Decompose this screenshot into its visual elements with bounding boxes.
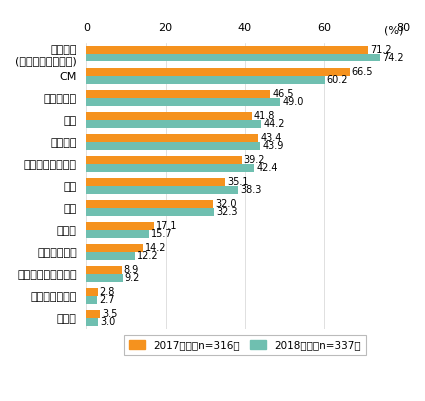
Text: 43.9: 43.9: [262, 141, 283, 151]
Bar: [86, 274, 123, 282]
Text: 12.2: 12.2: [137, 251, 159, 261]
Bar: [86, 134, 258, 142]
Bar: [86, 200, 213, 208]
Bar: [86, 244, 143, 252]
Bar: [86, 120, 261, 128]
Text: 60.2: 60.2: [326, 75, 348, 85]
Bar: [86, 142, 260, 150]
Text: 39.2: 39.2: [244, 155, 265, 165]
Text: 2.8: 2.8: [99, 287, 115, 297]
Bar: [86, 156, 241, 164]
Text: 46.5: 46.5: [272, 89, 294, 99]
Text: 8.9: 8.9: [124, 265, 139, 275]
Bar: [86, 54, 380, 61]
Text: 44.2: 44.2: [264, 119, 285, 129]
Bar: [86, 186, 238, 194]
Bar: [86, 230, 149, 238]
Bar: [86, 98, 280, 105]
Text: 66.5: 66.5: [351, 67, 373, 77]
Bar: [86, 68, 349, 76]
Text: 49.0: 49.0: [282, 97, 303, 107]
Text: 2.7: 2.7: [99, 295, 115, 305]
Bar: [86, 112, 252, 120]
Bar: [86, 222, 154, 230]
Text: 35.1: 35.1: [227, 177, 249, 187]
Bar: [86, 310, 100, 318]
Text: 38.3: 38.3: [240, 185, 261, 195]
Text: 32.3: 32.3: [216, 207, 238, 217]
Bar: [86, 266, 122, 274]
Bar: [86, 90, 270, 98]
Bar: [86, 164, 254, 172]
Text: 3.0: 3.0: [100, 317, 116, 327]
Bar: [86, 178, 225, 186]
Bar: [86, 296, 97, 304]
Bar: [86, 76, 325, 83]
Bar: [86, 288, 98, 296]
Text: 74.2: 74.2: [382, 53, 404, 63]
Bar: [86, 208, 214, 216]
Bar: [86, 318, 98, 326]
Text: 42.4: 42.4: [256, 163, 278, 173]
Text: 3.5: 3.5: [102, 309, 118, 319]
Text: 41.8: 41.8: [254, 111, 275, 121]
Text: 9.2: 9.2: [125, 273, 140, 283]
Text: 15.7: 15.7: [150, 229, 172, 239]
Bar: [86, 46, 368, 54]
Text: 32.0: 32.0: [215, 199, 237, 209]
Text: (%): (%): [384, 25, 403, 35]
Text: 17.1: 17.1: [156, 221, 178, 231]
Text: 14.2: 14.2: [144, 243, 166, 253]
Text: 71.2: 71.2: [370, 45, 392, 55]
Legend: 2017年度（n=316）, 2018年度（n=337）: 2017年度（n=316）, 2018年度（n=337）: [124, 335, 366, 355]
Bar: [86, 252, 135, 260]
Text: 43.4: 43.4: [260, 133, 281, 143]
